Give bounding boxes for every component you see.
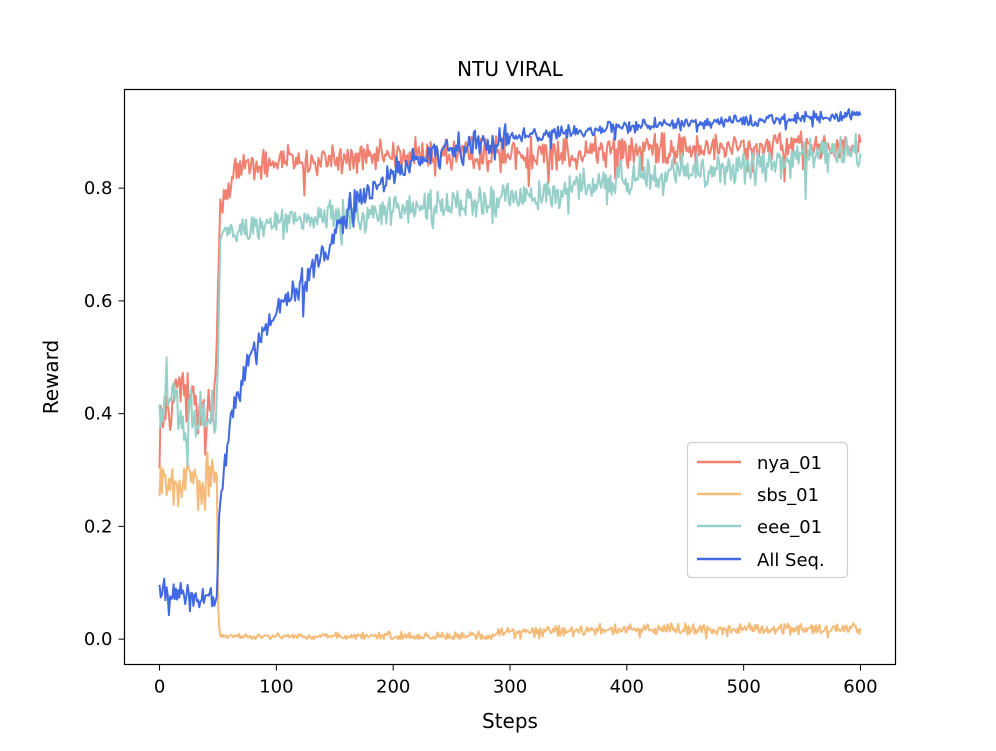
y-tick-label: 0.6 — [84, 291, 113, 312]
x-tick-label: 600 — [843, 677, 877, 698]
x-tick-label: 200 — [376, 677, 410, 698]
x-tick-label: 100 — [259, 677, 293, 698]
y-tick-label: 0.8 — [84, 178, 113, 199]
legend-label-all: All Seq. — [757, 550, 825, 571]
x-tick-label: 400 — [610, 677, 644, 698]
series-line-sbs-01 — [158, 451, 862, 641]
legend-label-eee: eee_01 — [757, 517, 822, 538]
series-line-eee-01 — [158, 133, 862, 467]
x-tick-label: 500 — [726, 677, 760, 698]
series-line-nya-01 — [158, 130, 862, 469]
x-tick-label: 300 — [493, 677, 527, 698]
legend-label-sbs: sbs_01 — [757, 485, 819, 506]
y-tick-label: 0.4 — [84, 404, 113, 425]
legend-box — [686, 441, 849, 579]
axis-ticks: 0 100 200 300 400 500 600 0.0 0.2 0.4 0.6 0.8 — [84, 178, 878, 697]
series-lines — [158, 108, 862, 641]
legend: nya_01 sbs_01 eee_01 All Seq. — [686, 441, 849, 579]
series-line-all-seq — [158, 108, 862, 617]
chart-title: NTU VIRAL — [457, 57, 564, 81]
legend-label-nya: nya_01 — [757, 453, 822, 474]
x-axis-label: Steps — [482, 709, 538, 733]
x-tick-label: 0 — [154, 677, 165, 698]
y-axis-label: Reward — [39, 340, 63, 414]
y-tick-label: 0.0 — [84, 629, 113, 650]
y-tick-label: 0.2 — [84, 516, 113, 537]
